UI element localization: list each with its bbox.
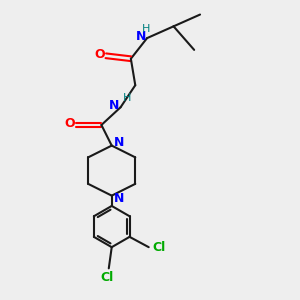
Text: Cl: Cl [152, 241, 166, 254]
Text: N: N [114, 136, 124, 149]
Text: O: O [64, 117, 75, 130]
Text: N: N [109, 99, 119, 112]
Text: N: N [135, 30, 146, 43]
Text: Cl: Cl [101, 271, 114, 284]
Text: H: H [123, 94, 131, 103]
Text: H: H [141, 24, 150, 34]
Text: N: N [114, 192, 124, 205]
Text: O: O [94, 48, 105, 61]
